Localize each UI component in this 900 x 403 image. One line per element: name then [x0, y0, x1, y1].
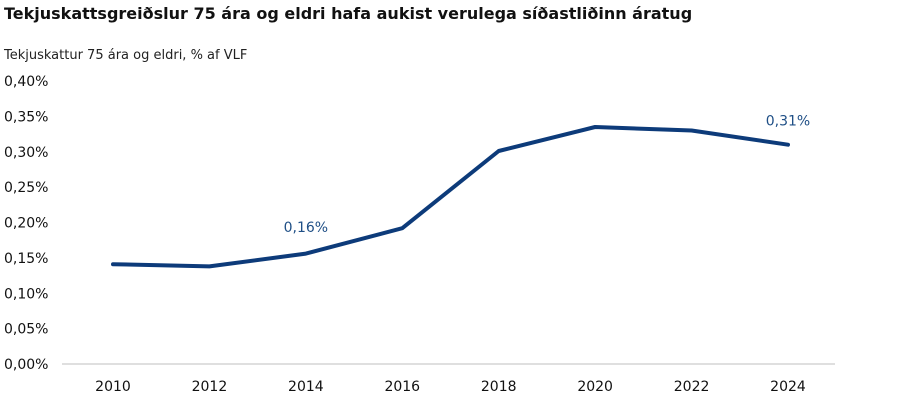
x-tick-label: 2022	[674, 379, 710, 395]
x-tick-label: 2020	[577, 379, 613, 395]
series-line	[111, 125, 790, 269]
x-tick-label: 2024	[770, 379, 806, 395]
y-tick-label: 0,20%	[4, 216, 48, 232]
y-tick-label: 0,00%	[4, 357, 48, 373]
x-tick-label: 2012	[192, 379, 228, 395]
y-tick-label: 0,05%	[4, 322, 48, 338]
x-tick-label: 2016	[384, 379, 420, 395]
y-tick-label: 0,25%	[4, 180, 48, 196]
annotation-layer: 0,16% 0,31%	[284, 114, 811, 236]
y-tick-label: 0,35%	[4, 109, 48, 125]
x-tick-label: 2010	[95, 379, 131, 395]
y-tick-label: 0,30%	[4, 145, 48, 161]
chart-title: Tekjuskattsgreiðslur 75 ára og eldri haf…	[4, 4, 692, 23]
x-axis: 2010 2012 2014 2016 2018 2020 2022 2024	[95, 379, 806, 395]
y-axis: 0,00% 0,05% 0,10% 0,15% 0,20% 0,25% 0,30% 0,35%…	[4, 74, 48, 373]
series-layer	[111, 125, 790, 269]
y-tick-label: 0,10%	[4, 286, 48, 302]
x-tick-label: 2014	[288, 379, 324, 395]
data-label: 0,16%	[284, 220, 328, 236]
y-tick-label: 0,40%	[4, 74, 48, 90]
x-tick-label: 2018	[481, 379, 517, 395]
chart-subtitle: Tekjuskattur 75 ára og eldri, % af VLF	[3, 48, 247, 63]
y-tick-label: 0,15%	[4, 251, 48, 267]
data-label: 0,31%	[766, 114, 810, 130]
